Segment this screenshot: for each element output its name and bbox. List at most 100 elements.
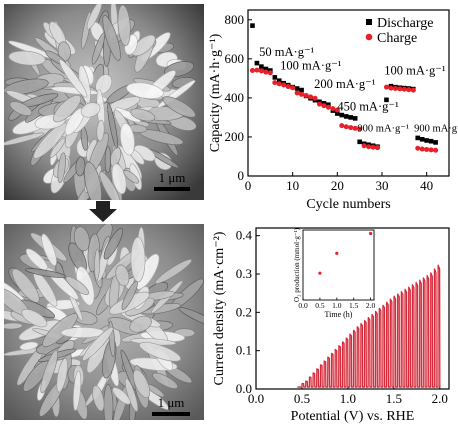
sem-petal [124,377,139,412]
discharge-point [259,64,264,69]
discharge-point [433,140,438,145]
charge-point [366,144,372,150]
x-axis-label: Potential (V) vs. RHE [291,409,415,424]
legend-label: Discharge [377,16,434,31]
x-tick-label: 20 [331,178,344,193]
inset-x-tick-label: 2.0 [366,301,376,310]
sem-petal [65,276,90,295]
charge-point [383,84,389,90]
sem-petal [9,101,33,116]
sem-petal [40,349,59,394]
y-tick-label: 0.2 [236,304,252,319]
sem-petal [49,137,66,158]
charge-point [263,69,269,75]
charge-point [285,84,291,90]
current-density-chart: 0.0 0.5 1.0 1.5 2.0 0.0 0.1 0.2 0.3 0.4 Potential … [212,227,450,424]
sem-petal [99,171,121,200]
y-axis-label: Capacity (mA·h·g⁻¹) [208,33,223,152]
sem-petal [86,4,103,30]
sem-petal [126,82,164,99]
sem-petal [112,387,131,405]
discharge-point [272,75,278,80]
x-tick-label: 0.0 [248,391,264,406]
inset-frame [302,229,375,301]
down-arrow-icon [89,201,117,222]
discharge-point [419,136,425,142]
capacity-plot-frame [247,9,450,177]
charge-point [419,146,425,152]
discharge-point [343,114,349,119]
charge-point [392,86,398,92]
sem-petal [107,102,118,149]
inset-x-tick-label: 1.5 [349,301,359,310]
sem-petal [104,145,112,174]
inset-x-tick-label: 1.0 [332,301,342,310]
sem-petal [11,268,40,303]
sem-petal [111,163,127,195]
charge-point [357,126,363,132]
sem-petal [132,369,151,399]
sem-petal [92,385,105,412]
sem-petal [57,152,66,184]
charge-point [415,145,421,151]
sem-petal [56,357,68,393]
x-tick-label: 40 [420,178,433,193]
charge-point [276,81,282,87]
legend-label: Charge [377,31,417,46]
sem-petal [130,236,146,283]
charge-point [308,94,314,100]
discharge-point [357,139,362,145]
sem-petal [84,161,102,200]
sem-petal [138,342,182,362]
x-tick-label: 1.0 [340,391,356,406]
sem-petal [115,264,130,287]
charge-point [339,123,345,129]
charge-point [303,93,309,99]
y-tick-label: 0.1 [236,343,252,358]
sem-image-bottom: 1 μm [4,224,204,420]
charge-point [424,146,430,152]
discharge-point [428,138,434,144]
rate-annotation: 900 mA·g⁻¹ [414,123,458,134]
x-tick-label: 1.5 [386,391,402,406]
charge-point [410,87,416,93]
current-density-chart-marks [297,264,441,388]
scale-bar-label-top: 1 μm [159,170,186,185]
capacity-chart-marks [249,23,439,153]
charge-point [254,67,260,73]
sem-petal [53,94,82,123]
charge-point [352,125,358,131]
discharge-point [352,116,358,121]
sem-petal [117,4,131,47]
inset-y-axis-label: O₂ production (mmol·g⁻¹) [293,227,301,302]
sem-petal [129,315,152,333]
sem-petal [4,78,49,95]
inset-point [318,271,322,275]
discharge-point [348,115,354,120]
sem-flower-micrograph-bottom: 1 μm [4,224,204,420]
rate-annotation: 200 mA·g⁻¹ [314,77,376,91]
charge-point [361,143,367,149]
sem-petal [8,50,46,66]
charge-point [258,68,264,74]
charge-point [370,144,376,150]
rate-annotation: 100 mA·g⁻¹ [280,59,342,73]
charge-point [294,90,300,96]
sem-petal [103,227,124,260]
discharge-point [299,87,304,93]
y-tick-label: 800 [225,12,245,27]
discharge-point [250,23,255,28]
sem-petal [162,96,196,118]
scale-bar-bottom [152,412,190,416]
charge-point [330,106,336,112]
photocurrent-trace [297,264,441,388]
x-tick-label: 2.0 [432,391,448,406]
sem-petal [94,248,101,281]
sem-petal [41,233,57,267]
charge-point [299,91,305,97]
sem-petal [91,32,106,65]
charge-point [428,147,434,153]
